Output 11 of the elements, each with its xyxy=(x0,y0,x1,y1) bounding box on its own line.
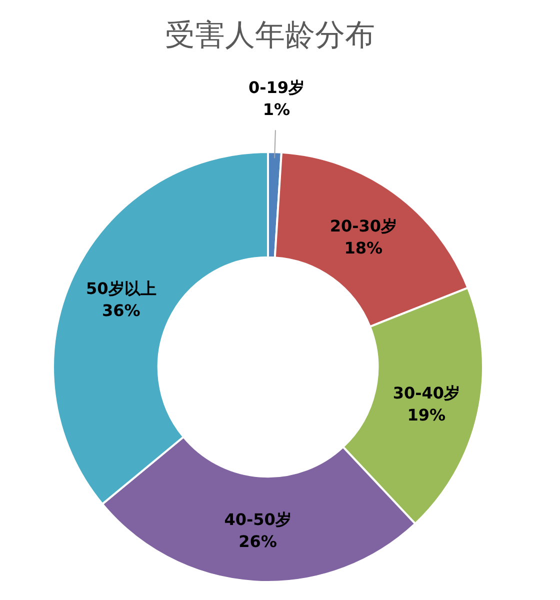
slice-label: 30-40岁 xyxy=(392,383,460,402)
slice-label: 0-19岁 xyxy=(248,78,305,98)
data-label: 1% xyxy=(262,100,290,120)
data-label: 26% xyxy=(238,532,277,552)
data-label: 36% xyxy=(102,300,140,320)
slice-label: 40-50岁 xyxy=(224,510,292,530)
data-label: 18% xyxy=(344,238,383,258)
data-label: 19% xyxy=(407,405,446,424)
chart-title: 受害人年龄分布 xyxy=(165,18,375,53)
slice-label: 20-30岁 xyxy=(330,216,397,236)
slice-label: 50岁以上 xyxy=(86,278,156,298)
